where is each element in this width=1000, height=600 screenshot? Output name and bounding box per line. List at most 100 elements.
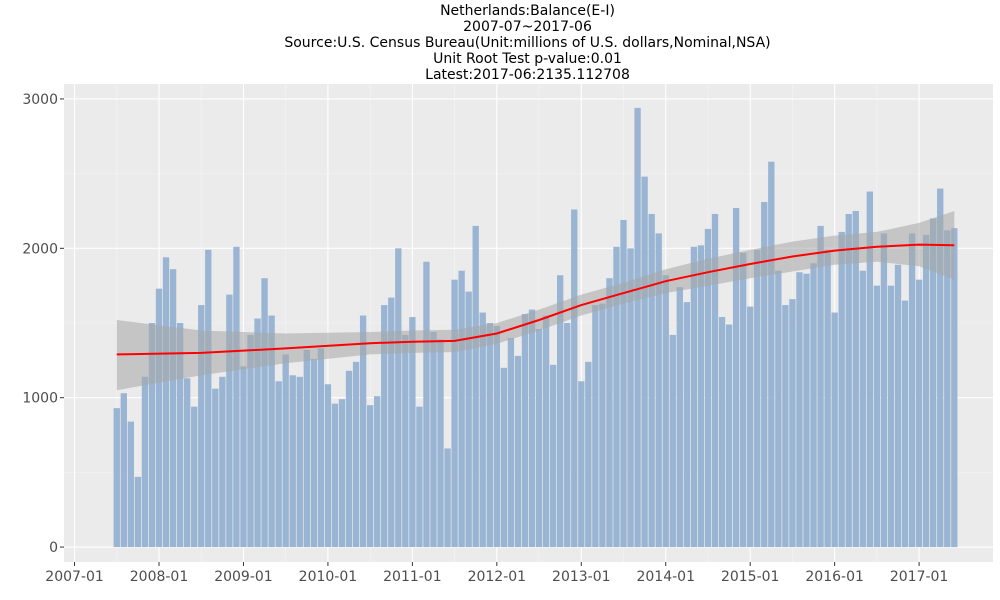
trend-line — [116, 243, 955, 356]
bar — [402, 334, 409, 548]
bar — [134, 476, 142, 548]
bar — [817, 225, 824, 548]
bar — [198, 305, 205, 548]
bars — [113, 107, 958, 548]
bar — [176, 323, 184, 548]
bar — [381, 305, 388, 548]
bar — [226, 294, 233, 548]
bar — [374, 396, 381, 548]
bar — [662, 275, 669, 548]
bar — [810, 263, 817, 548]
bar — [451, 279, 458, 548]
bar — [542, 315, 550, 548]
x-tick-label: 2013-01 — [552, 569, 611, 585]
bar — [901, 300, 909, 548]
x-tick-label: 2017-01 — [890, 569, 949, 585]
bar — [859, 270, 866, 548]
bar — [303, 349, 310, 548]
bar — [359, 315, 367, 548]
bar — [838, 231, 845, 548]
bar — [880, 233, 888, 548]
bar — [472, 225, 479, 548]
bar — [233, 246, 240, 548]
bar — [395, 248, 402, 548]
bar — [930, 218, 937, 548]
bar — [479, 312, 486, 548]
bar — [275, 381, 282, 548]
bar — [205, 249, 212, 548]
y-tick-label: 2000 — [22, 241, 58, 257]
bar — [803, 273, 810, 548]
bar — [627, 248, 634, 548]
bar — [571, 209, 578, 548]
bar — [465, 291, 472, 548]
bar — [831, 312, 838, 548]
bar — [254, 318, 261, 548]
bar — [169, 269, 177, 548]
bar — [437, 339, 444, 548]
bar — [922, 234, 930, 548]
bar — [240, 366, 247, 548]
bar — [852, 210, 859, 548]
bar — [127, 421, 135, 548]
bar — [655, 233, 662, 548]
bar — [845, 213, 852, 548]
bar — [690, 246, 698, 548]
bar — [289, 375, 296, 548]
bar — [317, 348, 325, 548]
x-tick-label: 2012-01 — [468, 569, 527, 585]
y-tick-label: 1000 — [22, 391, 58, 407]
bar — [557, 275, 564, 548]
bar — [648, 213, 655, 548]
bar — [486, 323, 493, 548]
bar — [120, 393, 127, 548]
bar — [493, 325, 500, 548]
bar — [247, 334, 254, 548]
bar — [191, 406, 198, 548]
bar — [866, 191, 874, 548]
x-tick-label: 2014-01 — [636, 569, 695, 585]
bar — [458, 270, 465, 548]
bar — [535, 328, 543, 548]
bar — [782, 305, 789, 548]
bar — [894, 264, 902, 548]
bar — [366, 405, 374, 548]
x-tick-label: 2010-01 — [299, 569, 358, 585]
bar — [592, 305, 599, 548]
title-line-latest: Latest:2017-06:2135.112708 — [425, 67, 630, 83]
bar — [951, 228, 958, 548]
bar — [747, 306, 754, 548]
bar — [613, 246, 620, 548]
title-line-country: Netherlands:Balance(E-I) — [440, 3, 615, 19]
bar — [416, 406, 423, 548]
bar — [352, 361, 360, 548]
x-tick-label: 2011-01 — [383, 569, 442, 585]
bar — [409, 317, 416, 548]
bar — [268, 315, 275, 548]
bar — [739, 252, 747, 548]
x-tick-label: 2015-01 — [721, 569, 780, 585]
bar — [944, 230, 951, 548]
bar — [219, 376, 226, 548]
title-line-period: 2007-07~2017-06 — [463, 19, 592, 35]
bar — [887, 285, 895, 548]
bar — [507, 337, 515, 548]
x-tick-label: 2007-01 — [45, 569, 104, 585]
bar — [585, 361, 592, 548]
bar — [514, 355, 522, 548]
bar — [331, 403, 339, 548]
bar — [423, 261, 430, 548]
bar — [761, 202, 768, 548]
bar — [937, 188, 944, 548]
bar — [683, 302, 691, 548]
bar — [599, 303, 606, 548]
bar — [824, 249, 831, 548]
bar — [578, 381, 585, 548]
bar — [148, 323, 156, 548]
bar — [768, 161, 775, 548]
bar — [915, 279, 923, 548]
bar — [444, 448, 451, 548]
bar — [732, 207, 740, 548]
bar — [620, 219, 627, 548]
